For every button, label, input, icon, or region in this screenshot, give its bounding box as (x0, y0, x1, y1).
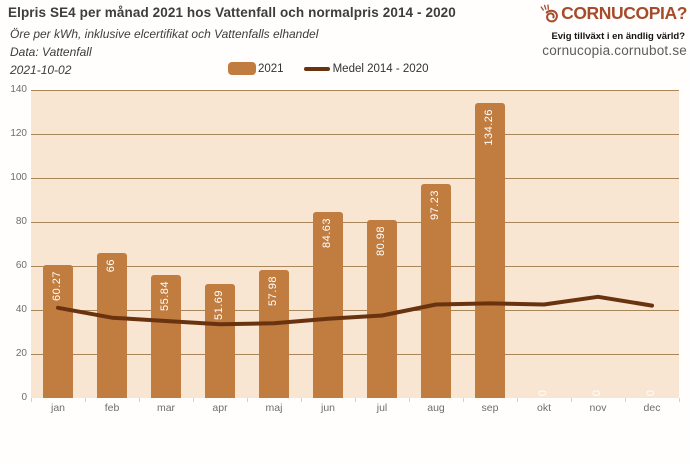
chart-title: Elpris SE4 per månad 2021 hos Vattenfall… (8, 5, 456, 20)
bar-jun: 84.63 (313, 211, 343, 398)
x-axis-label-nov: nov (589, 402, 607, 414)
x-axis-label-jun: jun (320, 402, 335, 414)
x-axis-label-mar: mar (156, 402, 176, 414)
bar-apr: 51.69 (205, 284, 235, 398)
axis-tick (301, 398, 302, 402)
bar-mar: 55.84 (151, 275, 181, 398)
x-axis-label-feb: feb (104, 402, 120, 414)
gridline (31, 221, 679, 223)
bar-jan: 60.27 (43, 265, 73, 398)
bar-jul: 80.98 (367, 219, 397, 398)
logo-tagline: Evig tillväxt i en ändlig värld? (551, 31, 685, 42)
y-axis-label: 100 (10, 172, 27, 183)
x-axis-label-jan: jan (50, 402, 65, 414)
bar-aug: 97.23 (421, 184, 451, 398)
y-axis-label: 120 (10, 128, 27, 139)
x-axis-label-jul: jul (376, 402, 388, 414)
axis-tick (679, 398, 680, 402)
x-axis-label-aug: aug (427, 402, 445, 414)
axis-tick (409, 398, 410, 402)
y-axis-label: 140 (10, 84, 27, 95)
gridline (31, 265, 679, 267)
x-axis-label-sep: sep (481, 402, 499, 414)
x-axis-label-apr: apr (212, 402, 228, 414)
axis-tick (625, 398, 626, 402)
logo-url: cornucopia.cornubot.se (542, 43, 687, 58)
chart-date: 2021-10-02 (10, 63, 72, 77)
cornucopia-horn-icon (540, 4, 560, 31)
gridline (31, 353, 679, 355)
bar-sep: 134.26 (475, 102, 505, 398)
chart-subtitle: Öre per kWh, inklusive elcertifikat och … (10, 27, 319, 41)
axis-tick (463, 398, 464, 402)
y-axis-label: 0 (21, 392, 27, 403)
axis-tick (517, 398, 518, 402)
axis-tick (247, 398, 248, 402)
gridline (31, 89, 679, 91)
axis-tick (85, 398, 86, 402)
gridline (31, 309, 679, 311)
chart-legend: 2021 Medel 2014 - 2020 (228, 62, 429, 75)
axis-tick (571, 398, 572, 402)
gridline (31, 177, 679, 179)
x-axis-label-maj: maj (265, 402, 283, 414)
axis-tick (139, 398, 140, 402)
legend-line-label: Medel 2014 - 2020 (332, 62, 429, 75)
legend-bar-swatch (228, 62, 256, 75)
axis-tick (355, 398, 356, 402)
x-axis-label-okt: okt (536, 402, 551, 414)
y-axis-label: 40 (15, 304, 27, 315)
y-axis-label: 80 (15, 216, 27, 227)
x-axis-label-dec: dec (643, 402, 661, 414)
y-axis-label: 60 (15, 260, 27, 271)
cornucopia-logo: CORNUCOPIA? Evig tillväxt i en ändlig vä… (497, 3, 687, 58)
logo-wordmark: CORNUCOPIA? (561, 3, 687, 23)
bar-maj: 57.98 (259, 270, 289, 398)
gridline (31, 133, 679, 135)
legend-line-swatch (303, 66, 330, 71)
axis-tick (31, 398, 32, 402)
data-source-label: Data: Vattenfall (10, 45, 92, 59)
y-axis-label: 20 (15, 348, 27, 359)
average-price-line (56, 294, 654, 327)
legend-bar-label: 2021 (258, 62, 284, 75)
bar-feb: 66 (97, 252, 127, 398)
axis-tick (193, 398, 194, 402)
plot-area: 60.27 66 55.84 51.69 57.98 84.63 80.98 97.23 134… (31, 89, 679, 398)
